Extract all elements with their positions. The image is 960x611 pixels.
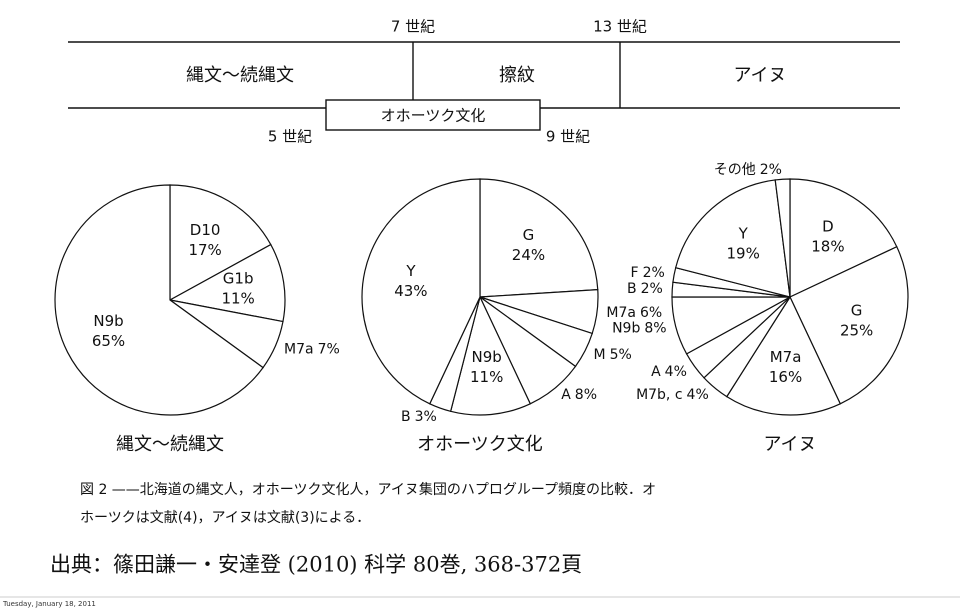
slice-value: 16% bbox=[769, 368, 802, 386]
slice-category: B bbox=[401, 409, 411, 425]
pie-slice bbox=[169, 184, 272, 302]
slice-category: D10 bbox=[190, 221, 221, 239]
slice-value: 2% bbox=[760, 162, 782, 178]
period-label: 擦紋 bbox=[499, 65, 535, 86]
pie-slice bbox=[774, 178, 791, 298]
slice-category: G1b bbox=[223, 270, 254, 288]
period-label: 縄文〜続縄文 bbox=[186, 65, 294, 86]
slice-value: 65% bbox=[92, 332, 125, 350]
pie-title: オホーツク文化 bbox=[417, 434, 543, 455]
slice-value: 6% bbox=[640, 305, 662, 321]
pie-title: 縄文〜続縄文 bbox=[116, 434, 224, 455]
slice-category: M7b, c bbox=[636, 387, 682, 403]
slice-value: 4% bbox=[665, 364, 687, 380]
slice-category: A bbox=[561, 387, 571, 403]
slice-category: Y bbox=[738, 224, 749, 242]
pie-slice bbox=[479, 178, 599, 298]
source: 出典：篠田謙一・安達登 (2010) 科学 80巻, 368-372頁 bbox=[50, 553, 582, 577]
slice-value: 25% bbox=[840, 321, 873, 339]
slice-category: M bbox=[594, 347, 606, 363]
pie-slice bbox=[54, 184, 264, 416]
slice-category: N9b bbox=[612, 321, 640, 337]
slice-category: M7a bbox=[770, 348, 802, 366]
slice-label: F 2% bbox=[631, 265, 665, 281]
slice-label: N9b 8% bbox=[612, 321, 667, 337]
century-label: 13 世紀 bbox=[593, 18, 647, 36]
pie-slice bbox=[168, 243, 286, 323]
slice-label: M7a 7% bbox=[284, 341, 340, 357]
slice-label: B 2% bbox=[627, 281, 663, 297]
slice-category: F bbox=[631, 265, 639, 281]
slice-value: 19% bbox=[727, 244, 760, 262]
period-label: アイヌ bbox=[733, 65, 786, 86]
slice-category: B bbox=[627, 281, 637, 297]
slice-category: G bbox=[851, 301, 863, 319]
slice-label: B 3% bbox=[401, 409, 437, 425]
slice-value: 24% bbox=[512, 246, 545, 264]
caption: 図 2 ——北海道の縄文人，オホーツク文化人，アイヌ集団のハプログループ頻度の比… bbox=[80, 481, 656, 498]
slice-value: 2% bbox=[643, 265, 665, 281]
period-label: オホーツク文化 bbox=[381, 107, 486, 125]
pie-slice bbox=[674, 179, 791, 298]
slice-value: 3% bbox=[415, 409, 437, 425]
slice-label: A 8% bbox=[561, 387, 597, 403]
slice-value: 7% bbox=[318, 341, 340, 357]
pie-slice bbox=[361, 178, 481, 405]
century-label: 7 世紀 bbox=[391, 18, 435, 36]
slice-label: M7a 6% bbox=[606, 305, 662, 321]
slice-value: 11% bbox=[470, 368, 503, 386]
century-label: 9 世紀 bbox=[546, 128, 590, 146]
slice-category: Y bbox=[405, 262, 416, 280]
slice-value: 11% bbox=[221, 290, 254, 308]
period-box bbox=[325, 99, 541, 131]
slice-value: 8% bbox=[644, 321, 666, 337]
slice-category: N9b bbox=[472, 348, 502, 366]
slice-value: 8% bbox=[575, 387, 597, 403]
slice-label: M 5% bbox=[594, 347, 632, 363]
slice-category: M7a bbox=[284, 341, 314, 357]
slice-category: A bbox=[651, 364, 661, 380]
slice-label: M7b, c 4% bbox=[636, 387, 709, 403]
slice-value: 17% bbox=[188, 241, 221, 259]
pie-slice bbox=[789, 178, 898, 298]
slice-value: 4% bbox=[687, 387, 709, 403]
slice-category: D bbox=[822, 218, 834, 236]
pie-title: アイヌ bbox=[763, 434, 816, 455]
caption: ホーツクは文献(4)，アイヌは文献(3)による． bbox=[80, 510, 370, 526]
slice-label: A 4% bbox=[651, 364, 687, 380]
slice-label: その他 2% bbox=[714, 162, 782, 178]
slice-value: 5% bbox=[610, 347, 632, 363]
slice-category: N9b bbox=[93, 312, 123, 330]
century-label: 5 世紀 bbox=[268, 128, 312, 146]
slice-value: 2% bbox=[641, 281, 663, 297]
slice-category: M7a bbox=[606, 305, 636, 321]
slice-value: 43% bbox=[394, 282, 427, 300]
slice-value: 18% bbox=[811, 238, 844, 256]
slice-category: G bbox=[523, 226, 535, 244]
slice-category: その他 bbox=[714, 162, 756, 178]
pie-slice bbox=[789, 245, 909, 405]
pie-slice bbox=[725, 295, 842, 416]
timestamp: Tuesday, January 18, 2011 bbox=[2, 600, 96, 608]
pie-slice bbox=[449, 295, 532, 416]
